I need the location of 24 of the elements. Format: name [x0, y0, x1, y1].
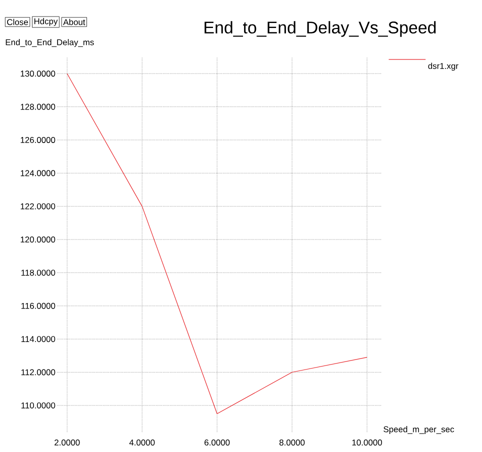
y-tick-label: 118.0000 [21, 270, 56, 276]
x-tick-label: 4.0000 [129, 440, 155, 446]
x-tick-label: 2.0000 [54, 440, 80, 446]
text: Hdcpy [34, 18, 58, 26]
y-tick-label: 128.0000 [20, 104, 56, 110]
x-axis-title: Speed_m_per_sec [384, 426, 454, 434]
text: About [63, 18, 86, 26]
y-tick-label: 120.0000 [20, 236, 56, 243]
x-tick-label: 6.0000 [204, 440, 230, 446]
y-tick-label: 114.0000 [21, 336, 56, 342]
y-tick-label: 112.0000 [21, 369, 56, 376]
line-series [66, 73, 368, 414]
y-tick-label: 116.0000 [21, 302, 56, 309]
y-tick-label: 124.0000 [20, 170, 56, 176]
y-tick-label: 130.0000 [20, 70, 56, 77]
y-tick-label: 126.0000 [20, 136, 56, 143]
text: Close [7, 18, 28, 26]
x-tick-label: 8.0000 [279, 440, 305, 446]
y-axis-title: End_to_End_Delay_ms [6, 39, 94, 47]
chart-title: End_to_End_Delay_Vs_Speed [204, 21, 436, 37]
text: dsr1.xgr [428, 62, 458, 71]
y-tick-label: 122.0000 [20, 203, 56, 210]
y-tick-label: 110.0000 [21, 402, 56, 408]
x-tick-label: 10.0000 [352, 440, 382, 446]
